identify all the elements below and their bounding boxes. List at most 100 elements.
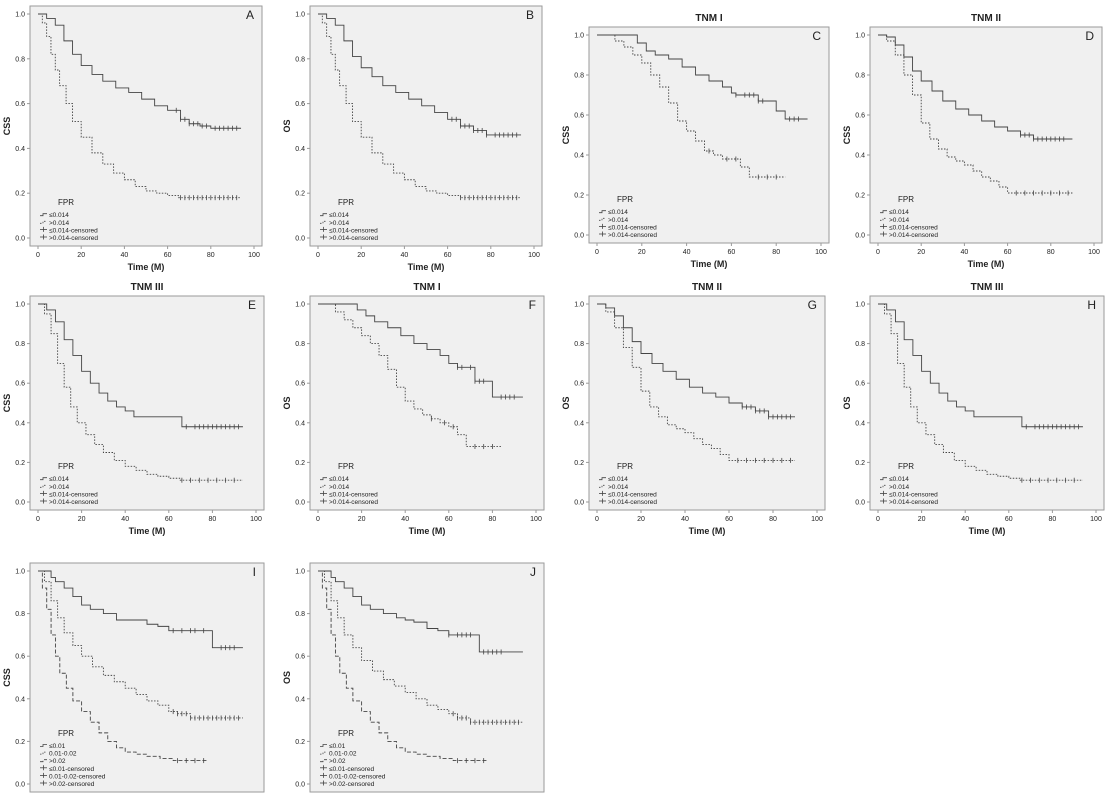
legend-label: ≤0.014 [889,476,909,483]
y-tick-label: 0.2 [15,191,25,198]
y-axis-label: CSS [561,126,571,145]
y-tick-label: 0.4 [15,420,25,427]
legend-label: ≤0.014 [329,476,349,483]
legend-swatch [599,477,606,481]
x-tick-label: 100 [1090,516,1102,523]
legend-item: ≤0.014 [320,212,349,219]
x-tick-label: 0 [316,516,320,523]
legend-label: >0.014-censored [49,499,98,506]
legend-label: >0.014 [608,217,628,224]
legend-item: >0.014-censored [40,498,98,506]
legend-swatch [320,220,327,224]
legend-item: ≤0.014-censored [40,226,98,234]
legend-swatch [40,484,47,488]
x-tick-label: 100 [250,516,262,523]
y-tick-label: 0.0 [574,233,584,240]
y-tick-label: 0.0 [855,233,865,240]
x-tick-label: 60 [165,516,173,523]
y-tick-label: 0.6 [855,381,865,388]
legend-title: FPR [58,729,74,738]
legend-label: >0.014 [49,220,69,227]
legend-label: ≤0.01 [329,743,346,750]
legend-item: >0.014-censored [320,498,378,506]
legend-label: 0.01-0.02-censored [329,773,386,780]
x-tick-label: 60 [444,252,452,259]
legend-item: 0.01-0.02 [40,751,77,758]
legend-label: ≤0.014-censored [889,491,938,498]
legend-label: ≤0.014-censored [608,491,657,498]
x-tick-label: 0 [36,252,40,259]
legend-label: >0.014-censored [329,235,378,242]
y-tick-label: 0.4 [855,420,865,427]
legend-item: >0.02-censored [320,780,375,788]
km-curve [38,570,243,719]
y-tick-label: 1.0 [855,302,865,309]
legend-item: ≤0.014-censored [40,490,98,498]
legend-item: ≤0.014 [880,209,909,216]
panel-letter: B [526,8,534,22]
y-axis-label: OS [282,671,292,684]
x-tick-label: 100 [815,249,827,256]
panel-letter: C [812,29,821,43]
panel-letter: F [529,298,536,312]
y-tick-label: 1.0 [855,33,865,40]
y-tick-label: 0.4 [295,146,305,153]
y-tick-label: 1.0 [295,302,305,309]
legend-label: >0.014-censored [889,499,938,506]
legend-item: >0.014 [599,217,628,224]
chart-panel-j: J0.00.20.40.60.81.0OSFPR≤0.010.01-0.02>0… [282,562,545,793]
x-axis-label: Time (M) [968,259,1005,269]
legend-swatch [40,744,47,747]
km-curve [318,13,522,199]
y-tick-label: 0.0 [295,500,305,507]
y-tick-label: 0.6 [15,654,25,661]
y-tick-label: 0.8 [15,56,25,63]
legend-item: 0.01-0.02 [320,751,357,758]
legend-title: FPR [617,195,633,204]
legend-item: 0.01-0.02-censored [320,772,386,780]
legend-label: >0.014-censored [49,235,98,242]
y-tick-label: 0.4 [574,420,584,427]
km-curve [597,34,786,178]
panel-title: TNM I [695,13,722,24]
legend-title: FPR [617,462,633,471]
chart-panel-a: A 0.0 0.2 0.4 0.6 0.8 1.0 0 20 40 60 80 100 Time (M) C… [2,5,263,272]
x-tick-label: 80 [1049,516,1057,523]
legend-title: FPR [58,198,74,207]
legend-swatch [320,477,327,481]
y-tick-label: 0.8 [574,73,584,80]
legend-item: ≤0.014 [880,476,909,483]
y-tick-label: 1.0 [574,33,584,40]
y-tick-label: 0.8 [295,611,305,618]
y-tick-label: 0.2 [15,460,25,467]
y-tick-label: 0.0 [295,782,305,789]
legend-item: ≤0.014-censored [599,223,657,231]
legend-item: ≤0.014 [320,476,349,483]
y-tick-label: 1.0 [574,302,584,309]
y-tick-label: 0.6 [574,381,584,388]
legend-title: FPR [338,198,354,207]
legend-swatch [40,759,47,763]
legend-swatch [40,213,47,217]
legend-swatch [880,210,887,214]
legend-item: >0.02-censored [40,780,95,788]
legend-item: >0.014 [320,220,349,227]
x-tick-label: 40 [961,516,969,523]
legend-swatch [599,210,606,214]
y-tick-label: 0.6 [574,113,584,120]
legend-label: 0.01-0.02 [49,751,77,758]
x-tick-label: 100 [528,252,540,259]
legend-title: FPR [898,195,914,204]
legend-swatch [880,477,887,481]
plot-area [869,26,1103,244]
panel-title: TNM III [971,282,1004,293]
x-tick-label: 40 [121,516,129,523]
km-curve [318,303,502,448]
y-tick-label: 0.6 [15,381,25,388]
legend-swatch [320,484,327,488]
x-axis-label: Time (M) [409,526,446,536]
x-tick-label: 40 [961,249,969,256]
y-axis-label: OS [282,119,292,132]
plot-area [29,5,263,247]
legend-item: >0.014-censored [320,234,378,242]
